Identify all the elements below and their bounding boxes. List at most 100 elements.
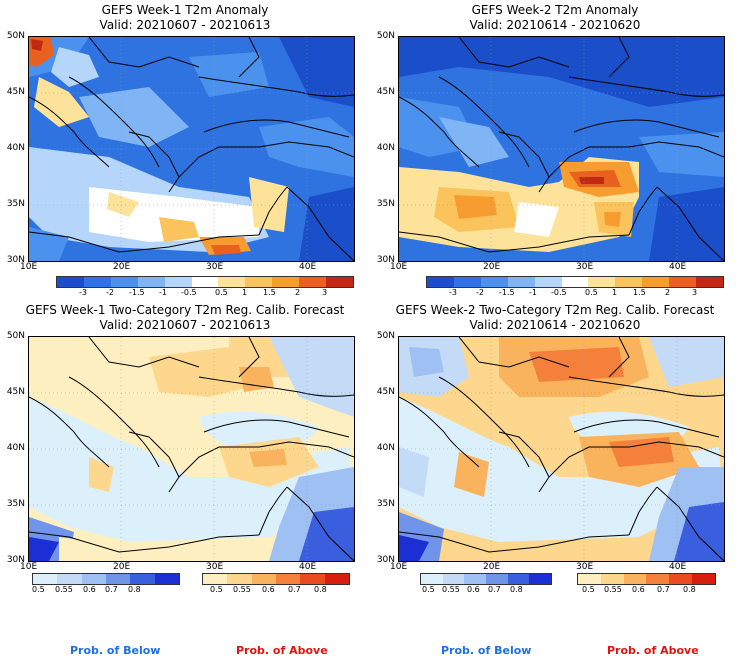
colorbar-swatch (324, 574, 349, 584)
colorbar-swatch (642, 277, 670, 287)
lon-label-30e: 30E (576, 562, 594, 572)
colorbar-swatch (669, 277, 697, 287)
lon-label-40e: 40E (669, 262, 687, 272)
colorbar-label: -0.5 (551, 288, 567, 297)
lat-label-40n: 40N (376, 443, 395, 453)
colorbar-swatch (507, 277, 535, 287)
colorbar-swatch (275, 574, 301, 584)
anomaly-map (28, 36, 355, 262)
colorbar-swatch (615, 277, 643, 287)
colorbar-label: 3 (322, 288, 328, 297)
lon-label-10e: 10E (20, 262, 38, 272)
colorbar-swatch (326, 277, 353, 287)
colorbar-swatch (421, 574, 443, 584)
colorbar-label: 0.5 (585, 288, 598, 297)
below-colorbar-label: 0.7 (488, 585, 501, 594)
colorbar-label: -1.5 (129, 288, 145, 297)
below-colorbar-label: 0.6 (83, 585, 96, 594)
lon-label-20e: 20E (113, 562, 131, 572)
colorbar-swatch (203, 574, 228, 584)
below-colorbar-label: 0.5 (422, 585, 435, 594)
below-colorbar-label: 0.8 (510, 585, 523, 594)
colorbar-label: 1 (612, 288, 618, 297)
lat-label-50n: 50N (376, 31, 395, 41)
colorbar-swatch (218, 277, 246, 287)
colorbar-label: 1.5 (263, 288, 276, 297)
lat-label-40n: 40N (6, 443, 25, 453)
below-colorbar (32, 573, 180, 585)
colorbar-swatch (480, 277, 508, 287)
below-colorbar (420, 573, 552, 585)
lon-label-10e: 10E (20, 562, 38, 572)
colorbar-swatch (646, 574, 670, 584)
lat-label-35n: 35N (6, 199, 25, 209)
lat-label-50n: 50N (376, 331, 395, 341)
above-colorbar-label: 0.7 (288, 585, 301, 594)
lon-label-10e: 10E (390, 562, 408, 572)
lon-label-20e: 20E (483, 562, 501, 572)
colorbar-swatch (623, 574, 647, 584)
lon-label-20e: 20E (483, 262, 501, 272)
colorbar-label: 3 (692, 288, 698, 297)
lon-label-40e: 40E (299, 262, 317, 272)
anomaly-map (398, 36, 725, 262)
colorbar-swatch (83, 277, 111, 287)
lat-label-30n: 30N (6, 555, 25, 565)
colorbar-swatch (529, 574, 552, 584)
colorbar-swatch (453, 277, 481, 287)
panel-week2-probability: GEFS Week-2 Two-Category T2m Reg. Calib.… (370, 300, 740, 600)
probability-map (28, 336, 355, 562)
panel-valid-dates: Valid: 20210614 - 20210620 (469, 318, 641, 332)
colorbar-swatch (57, 277, 84, 287)
colorbar-label: -0.5 (181, 288, 197, 297)
colorbar-swatch (299, 277, 327, 287)
above-colorbar (577, 573, 716, 585)
colorbar-swatch (534, 277, 562, 287)
colorbar-label: 1.5 (633, 288, 646, 297)
lat-label-40n: 40N (376, 143, 395, 153)
colorbar-swatch (692, 574, 715, 584)
colorbar-swatch (137, 277, 165, 287)
lon-label-30e: 30E (576, 262, 594, 272)
colorbar-label: 2 (665, 288, 671, 297)
colorbar-swatch (57, 574, 82, 584)
lat-label-45n: 45N (376, 87, 395, 97)
above-colorbar (202, 573, 350, 585)
lat-label-40n: 40N (6, 143, 25, 153)
legend-prob-above-left: Prob. of Above (236, 644, 328, 657)
colorbar-swatch (561, 277, 589, 287)
lat-label-45n: 45N (6, 387, 25, 397)
colorbar-swatch (245, 277, 273, 287)
colorbar-swatch (486, 574, 508, 584)
lat-label-45n: 45N (6, 87, 25, 97)
legend-prob-below-left: Prob. of Below (70, 644, 161, 657)
colorbar-swatch (696, 277, 723, 287)
above-colorbar-label: 0.5 (210, 585, 223, 594)
lat-label-30n: 30N (376, 555, 395, 565)
above-colorbar-label: 0.8 (683, 585, 696, 594)
colorbar-label: -1 (529, 288, 537, 297)
colorbar-swatch (442, 574, 465, 584)
panel-valid-dates: Valid: 20210614 - 20210620 (469, 18, 641, 32)
above-colorbar-label: 0.8 (314, 585, 327, 594)
lon-label-30e: 30E (206, 262, 224, 272)
above-colorbar-label: 0.7 (657, 585, 670, 594)
panel-valid-dates: Valid: 20210607 - 20210613 (99, 18, 271, 32)
colorbar-label: 1 (242, 288, 248, 297)
below-colorbar-label: 0.5 (32, 585, 45, 594)
lat-label-50n: 50N (6, 31, 25, 41)
colorbar-label: 0.5 (215, 288, 228, 297)
colorbar-swatch (669, 574, 693, 584)
colorbar-swatch (272, 277, 300, 287)
colorbar-swatch (154, 574, 179, 584)
colorbar-label: 2 (295, 288, 301, 297)
lat-label-45n: 45N (376, 387, 395, 397)
colorbar-label: -3 (79, 288, 87, 297)
lon-label-20e: 20E (113, 262, 131, 272)
panel-title: GEFS Week-1 T2m Anomaly (101, 3, 269, 17)
colorbar-swatch (427, 277, 454, 287)
lon-label-40e: 40E (299, 562, 317, 572)
lat-label-30n: 30N (376, 255, 395, 265)
colorbar-swatch (588, 277, 616, 287)
colorbar-label: -1 (159, 288, 167, 297)
